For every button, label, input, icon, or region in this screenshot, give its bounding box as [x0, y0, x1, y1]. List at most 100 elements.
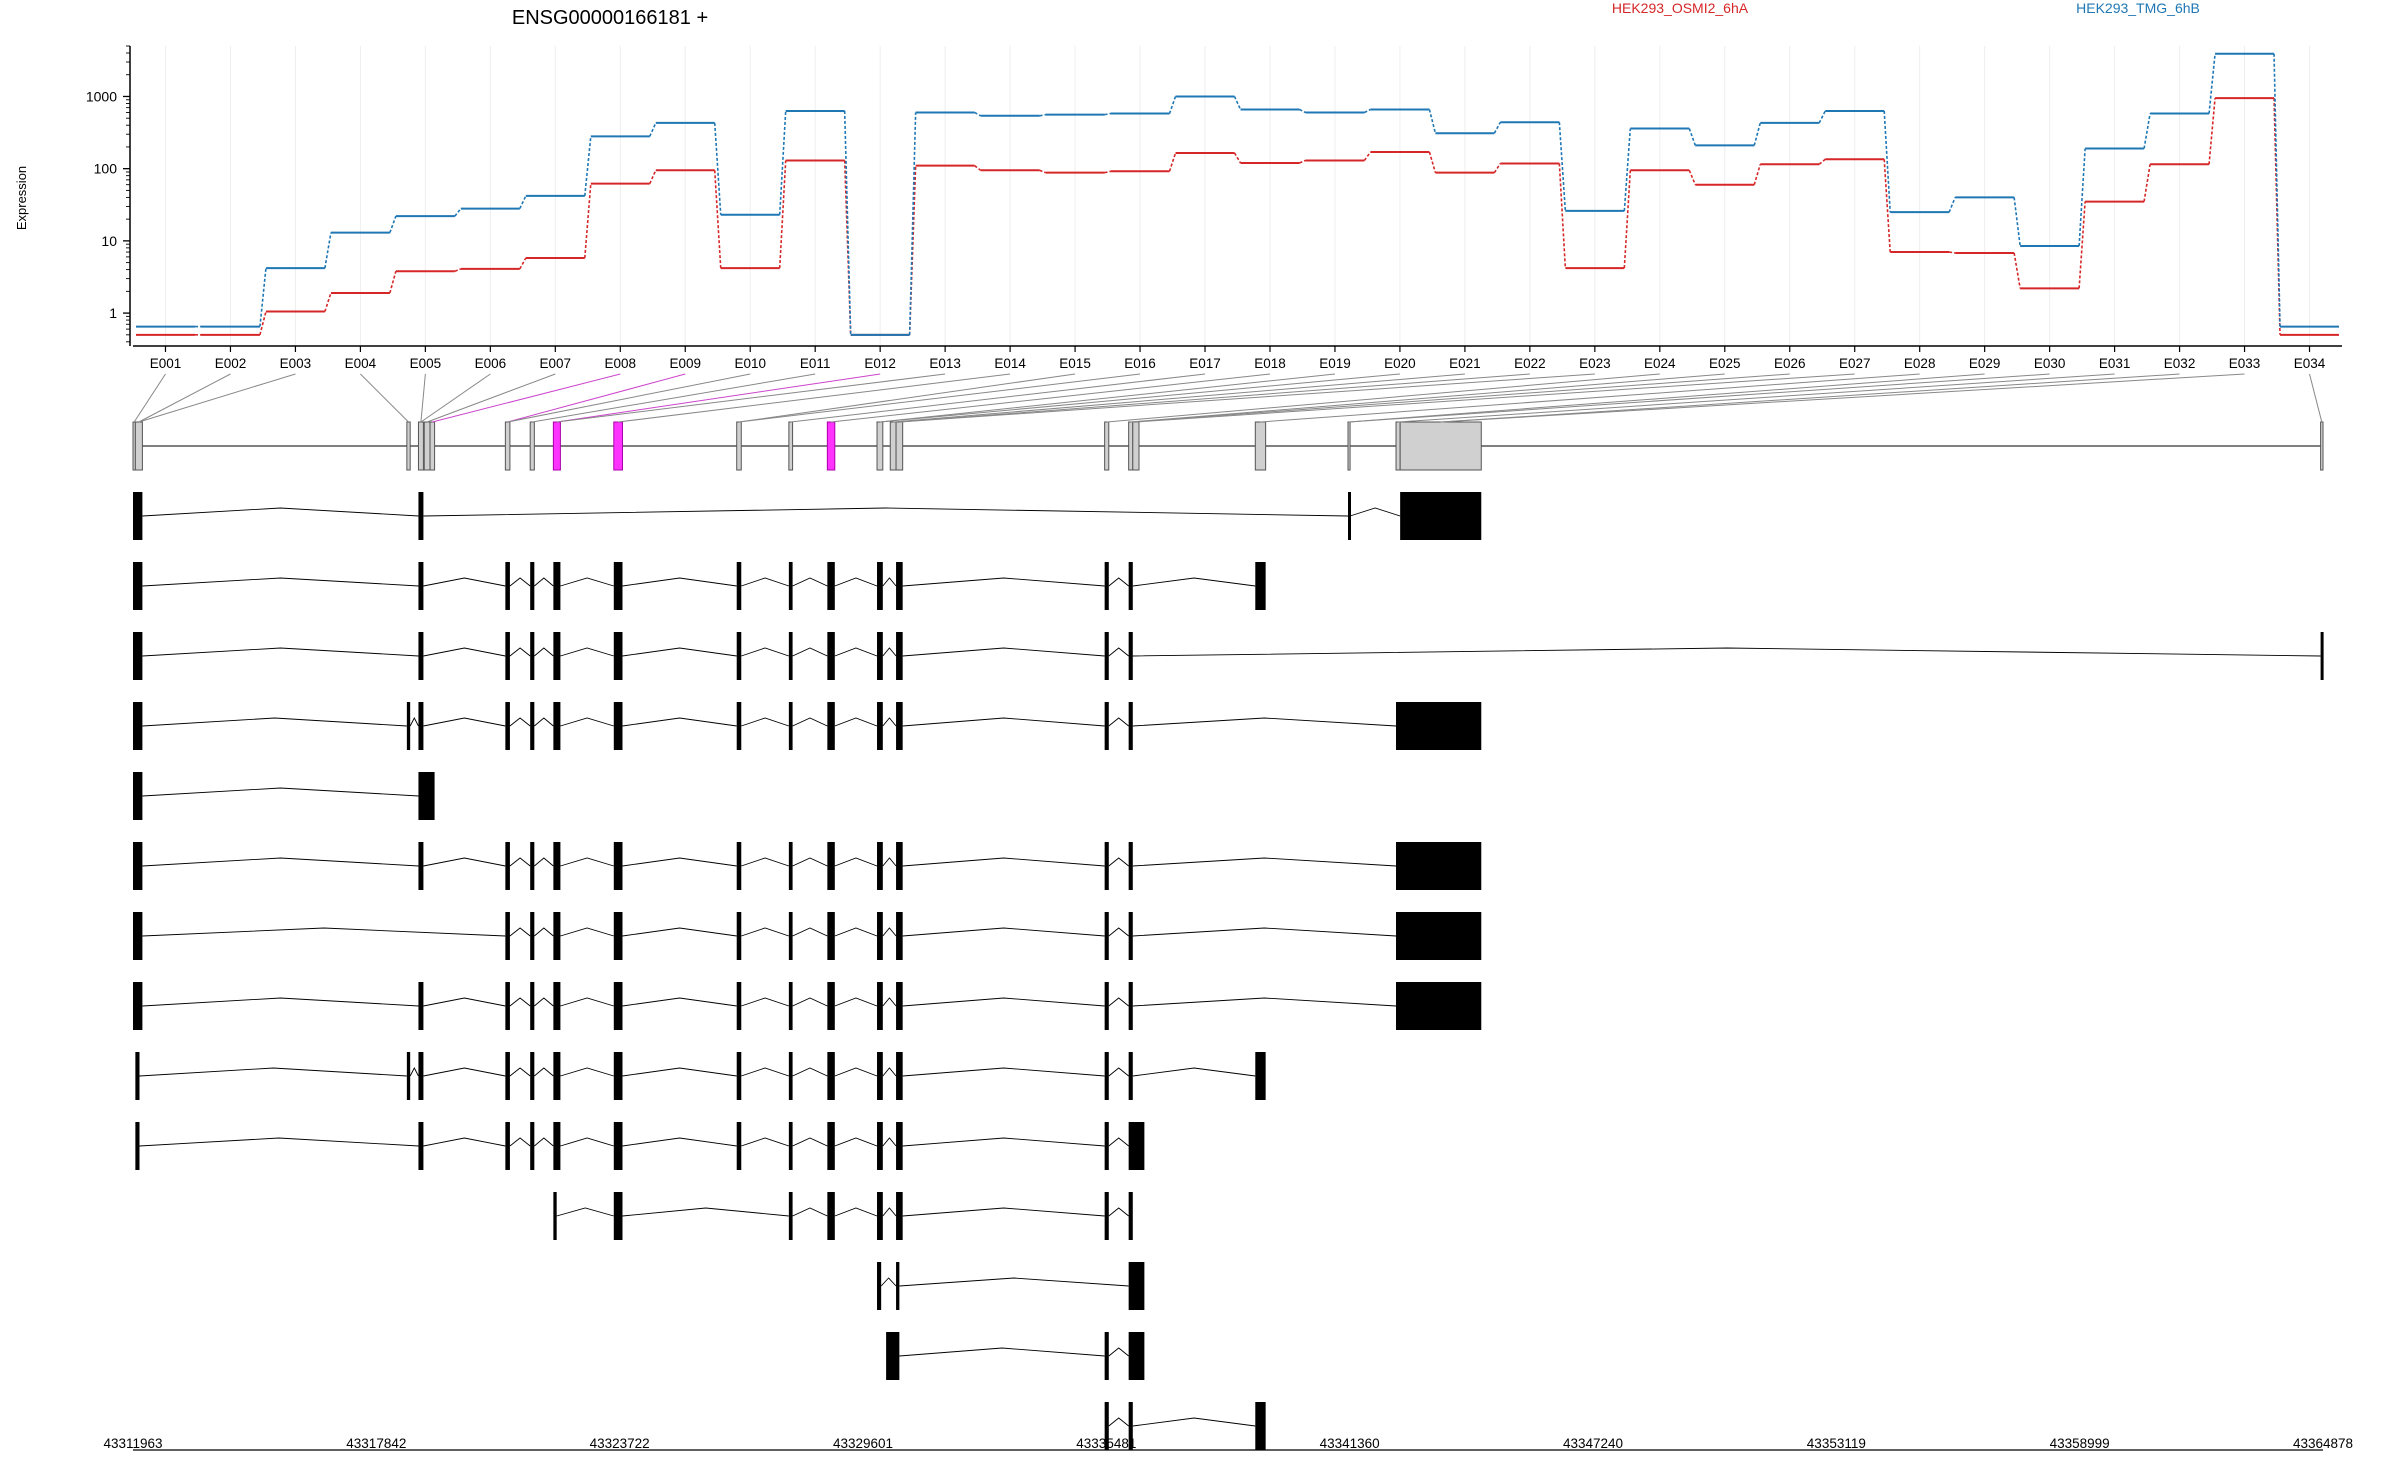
intron [1132, 647, 2321, 657]
intron [834, 1137, 878, 1147]
intron [902, 927, 1105, 937]
intron [560, 857, 614, 867]
transition-segment [1818, 110, 1826, 124]
exon-connector [1349, 373, 2050, 423]
exon-bin [736, 421, 742, 471]
intron [741, 1067, 790, 1077]
transcript-exon [553, 562, 561, 610]
x-tick-label-e014: E014 [994, 356, 1026, 371]
transcript-exon [530, 562, 535, 610]
intron [1108, 857, 1129, 867]
intron [423, 577, 506, 587]
exon-connector [790, 373, 1206, 423]
transition-segment [649, 169, 657, 184]
intron [409, 1067, 419, 1077]
transition-segment [1039, 169, 1046, 174]
transcript-exon [1128, 1332, 1145, 1380]
transcript-exon [133, 702, 143, 750]
transcript-row [133, 982, 1482, 1030]
intron [792, 1207, 828, 1217]
exon-connector [138, 373, 231, 423]
transcript-exon [1396, 912, 1482, 960]
intron [834, 1067, 878, 1077]
intron [1132, 717, 1397, 727]
genomic-tick-label: 43347240 [1563, 1436, 1623, 1451]
transcript-exon [613, 632, 623, 680]
transition-segment [1753, 164, 1762, 185]
genomic-tick-label: 43341360 [1320, 1436, 1380, 1451]
exon-connector [738, 373, 1076, 423]
transcript-exon [877, 1122, 883, 1170]
transition-segment [583, 183, 592, 259]
transcript-exon [418, 982, 424, 1030]
transition-segment [1168, 96, 1177, 114]
x-tick-label-e004: E004 [345, 356, 377, 371]
transcript-exon [418, 562, 424, 610]
transcript-exon [827, 702, 835, 750]
transcript-exon [418, 772, 435, 820]
transcript-exon [896, 1262, 900, 1310]
transcript-exon [788, 632, 793, 680]
transcript-row [877, 1262, 1145, 1310]
intron [882, 997, 897, 1007]
transcript-exon [1396, 842, 1482, 890]
transition-segment [259, 311, 267, 336]
exon-connector [556, 373, 946, 423]
transition-segment [454, 268, 462, 272]
transition-segment [324, 292, 332, 312]
transcript-exon [553, 1192, 557, 1240]
transcript-row [553, 1192, 1133, 1240]
exon-bin [1254, 421, 1267, 471]
transcript-exon [1104, 702, 1109, 750]
x-tick-label-e024: E024 [1644, 356, 1676, 371]
transcript-exon [736, 982, 742, 1030]
intron [142, 857, 419, 867]
x-tick-label-e034: E034 [2294, 356, 2326, 371]
x-tick-label-e031: E031 [2099, 356, 2131, 371]
exon-connector [1106, 373, 1660, 423]
intron [622, 717, 737, 727]
transcript-exon [1104, 632, 1109, 680]
intron [423, 1137, 506, 1147]
series-osmi2 [136, 97, 2339, 336]
y-axis-label: Expression [14, 166, 29, 230]
transcript-exon [1396, 702, 1482, 750]
transcript-row [133, 842, 1482, 890]
transcript-exon [135, 1052, 140, 1100]
exon-bin [788, 421, 794, 471]
exon-bin [1104, 421, 1110, 471]
transcript-exon [553, 702, 561, 750]
transcript-exon [1104, 1332, 1109, 1380]
intron [142, 927, 506, 937]
transcript-exon [1128, 1192, 1133, 1240]
x-tick-label-e027: E027 [1839, 356, 1871, 371]
exon-connector [507, 373, 686, 423]
intron [882, 857, 897, 867]
transcript-exon [133, 912, 143, 960]
intron [423, 717, 506, 727]
transition-segment [1363, 151, 1372, 161]
transcript-exon [877, 562, 883, 610]
x-tick-label-e018: E018 [1254, 356, 1286, 371]
transcript-exon [788, 1122, 793, 1170]
intron [792, 857, 828, 867]
transition-segment [1623, 128, 1632, 211]
intron [902, 1207, 1105, 1217]
intron [792, 1067, 828, 1077]
transcript-exon [553, 1052, 561, 1100]
intron [423, 997, 506, 1007]
intron [792, 647, 828, 657]
intron [1108, 1137, 1129, 1147]
transition-segment [2078, 148, 2086, 247]
transcript-exon [877, 1262, 882, 1310]
transcript-exon [2320, 632, 2324, 680]
exon-connector [360, 373, 409, 423]
transcript-exon [133, 562, 143, 610]
transcript-exon [1255, 562, 1266, 610]
x-tick-label-e021: E021 [1449, 356, 1481, 371]
transition-segment [974, 111, 982, 117]
transcript-exon [896, 702, 903, 750]
x-tick-label-e006: E006 [475, 356, 507, 371]
exon-bin [613, 421, 623, 471]
y-tick-label: 100 [94, 161, 118, 177]
